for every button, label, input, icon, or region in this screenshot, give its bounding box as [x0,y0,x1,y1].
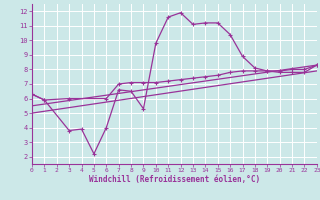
X-axis label: Windchill (Refroidissement éolien,°C): Windchill (Refroidissement éolien,°C) [89,175,260,184]
